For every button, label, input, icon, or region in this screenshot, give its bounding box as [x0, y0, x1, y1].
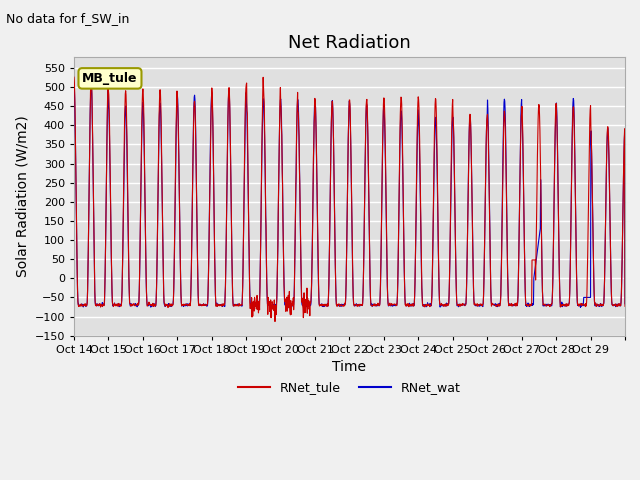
- Y-axis label: Solar Radiation (W/m2): Solar Radiation (W/m2): [15, 115, 29, 277]
- RNet_wat: [479, 300, 487, 306]
- RNet_tule: [70, 74, 78, 80]
- Text: MB_tule: MB_tule: [82, 72, 138, 85]
- RNet_wat: [614, 302, 622, 308]
- RNet_wat: [324, 295, 332, 300]
- Legend: RNet_tule, RNet_wat: RNet_tule, RNet_wat: [234, 376, 465, 399]
- RNet_wat: [70, 80, 78, 86]
- RNet_tule: [335, 301, 343, 307]
- RNet_tule: [621, 303, 629, 309]
- RNet_tule: [480, 291, 488, 297]
- Line: RNet_wat: RNet_wat: [74, 83, 625, 307]
- RNet_wat: [335, 303, 343, 309]
- Title: Net Radiation: Net Radiation: [288, 34, 411, 52]
- RNet_tule: [271, 319, 279, 324]
- RNet_tule: [156, 87, 164, 93]
- RNet_tule: [614, 301, 622, 307]
- RNet_tule: [561, 302, 568, 308]
- RNet_wat: [560, 302, 568, 308]
- RNet_wat: [621, 301, 629, 307]
- RNet_wat: [156, 100, 164, 106]
- RNet_wat: [577, 304, 584, 310]
- X-axis label: Time: Time: [332, 360, 367, 374]
- Text: No data for f_SW_in: No data for f_SW_in: [6, 12, 130, 25]
- RNet_tule: [325, 281, 333, 287]
- Line: RNet_tule: RNet_tule: [74, 77, 625, 322]
